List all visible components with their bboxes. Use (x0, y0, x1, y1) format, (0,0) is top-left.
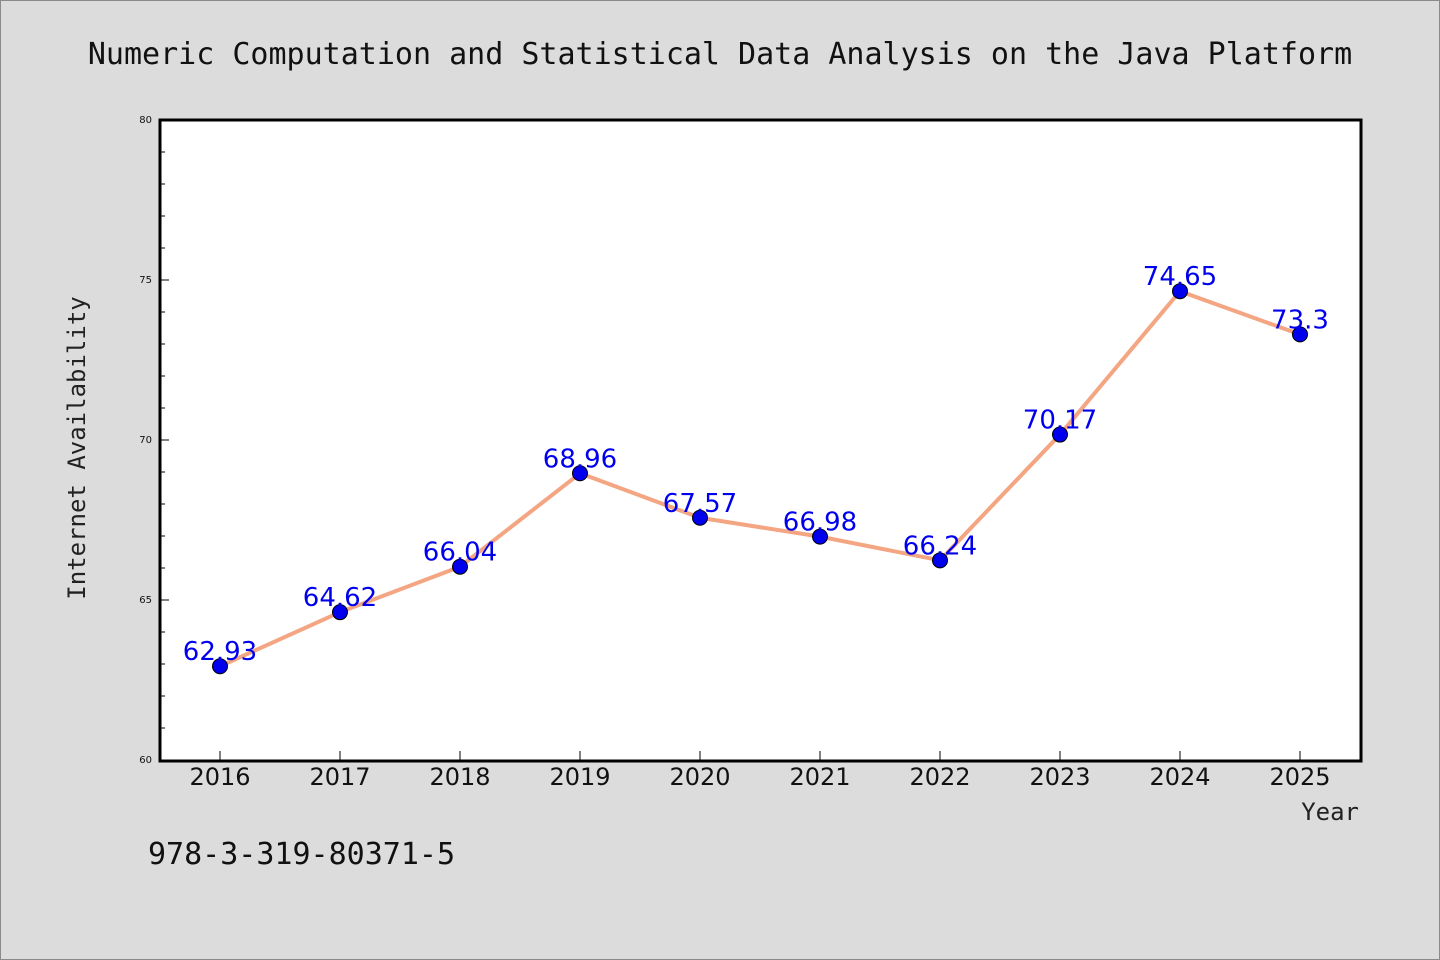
x-tick-label: 2017 (309, 763, 370, 791)
data-labels-layer: 62.93 64.62 66.04 68.96 67.57 66.98 66.24 70.17… (183, 262, 1329, 667)
data-point (212, 658, 228, 675)
x-tick-label: 2024 (1149, 763, 1210, 791)
data-point (572, 465, 588, 482)
x-tick-label: 2018 (429, 763, 490, 791)
y-tick-label: 70 (139, 435, 152, 446)
data-label: 67.57 (663, 489, 737, 519)
data-label: 66.98 (783, 508, 857, 538)
data-label: 66.04 (423, 538, 497, 568)
y-tick-label: 75 (139, 275, 152, 286)
data-label: 74.65 (1143, 262, 1217, 292)
plot-area (158, 118, 1363, 763)
isbn-text: 978-3-319-80371-5 (148, 837, 455, 872)
y-tick-label: 65 (139, 595, 152, 606)
x-tick-label: 2021 (789, 763, 850, 791)
data-label: 62.93 (183, 637, 257, 667)
series-line (218, 289, 1302, 669)
data-point (332, 604, 348, 621)
y-axis-label: Internet Availability (63, 296, 91, 599)
x-axis-label: Year (1301, 798, 1359, 826)
x-tick-label: 2016 (189, 763, 250, 791)
x-tick-label: 2022 (909, 763, 970, 791)
x-tick-label: 2025 (1269, 763, 1330, 791)
data-point (692, 509, 708, 526)
data-label: 70.17 (1023, 406, 1097, 436)
data-point (812, 528, 828, 545)
data-point (1052, 426, 1068, 443)
chart-title: Numeric Computation and Statistical Data… (88, 37, 1352, 72)
x-tick-label: 2020 (669, 763, 730, 791)
data-label: 66.24 (903, 531, 977, 561)
y-tick-label: 80 (139, 115, 152, 126)
data-point (1292, 326, 1308, 343)
x-axis: 2016 2017 2018 2019 2020 2021 2022 2023 2024 2025 (189, 751, 1331, 791)
data-point (1172, 283, 1188, 300)
x-tick-label: 2023 (1029, 763, 1090, 791)
data-point (932, 552, 948, 569)
x-tick-label: 2019 (549, 763, 610, 791)
series-layer (212, 283, 1308, 675)
data-label: 64.62 (303, 583, 377, 613)
y-axis: 60 65 70 75 80 (139, 115, 169, 766)
y-tick-label: 60 (139, 755, 152, 766)
data-point (452, 558, 468, 575)
data-label: 73.3 (1271, 305, 1329, 335)
data-label: 68.96 (543, 444, 617, 474)
